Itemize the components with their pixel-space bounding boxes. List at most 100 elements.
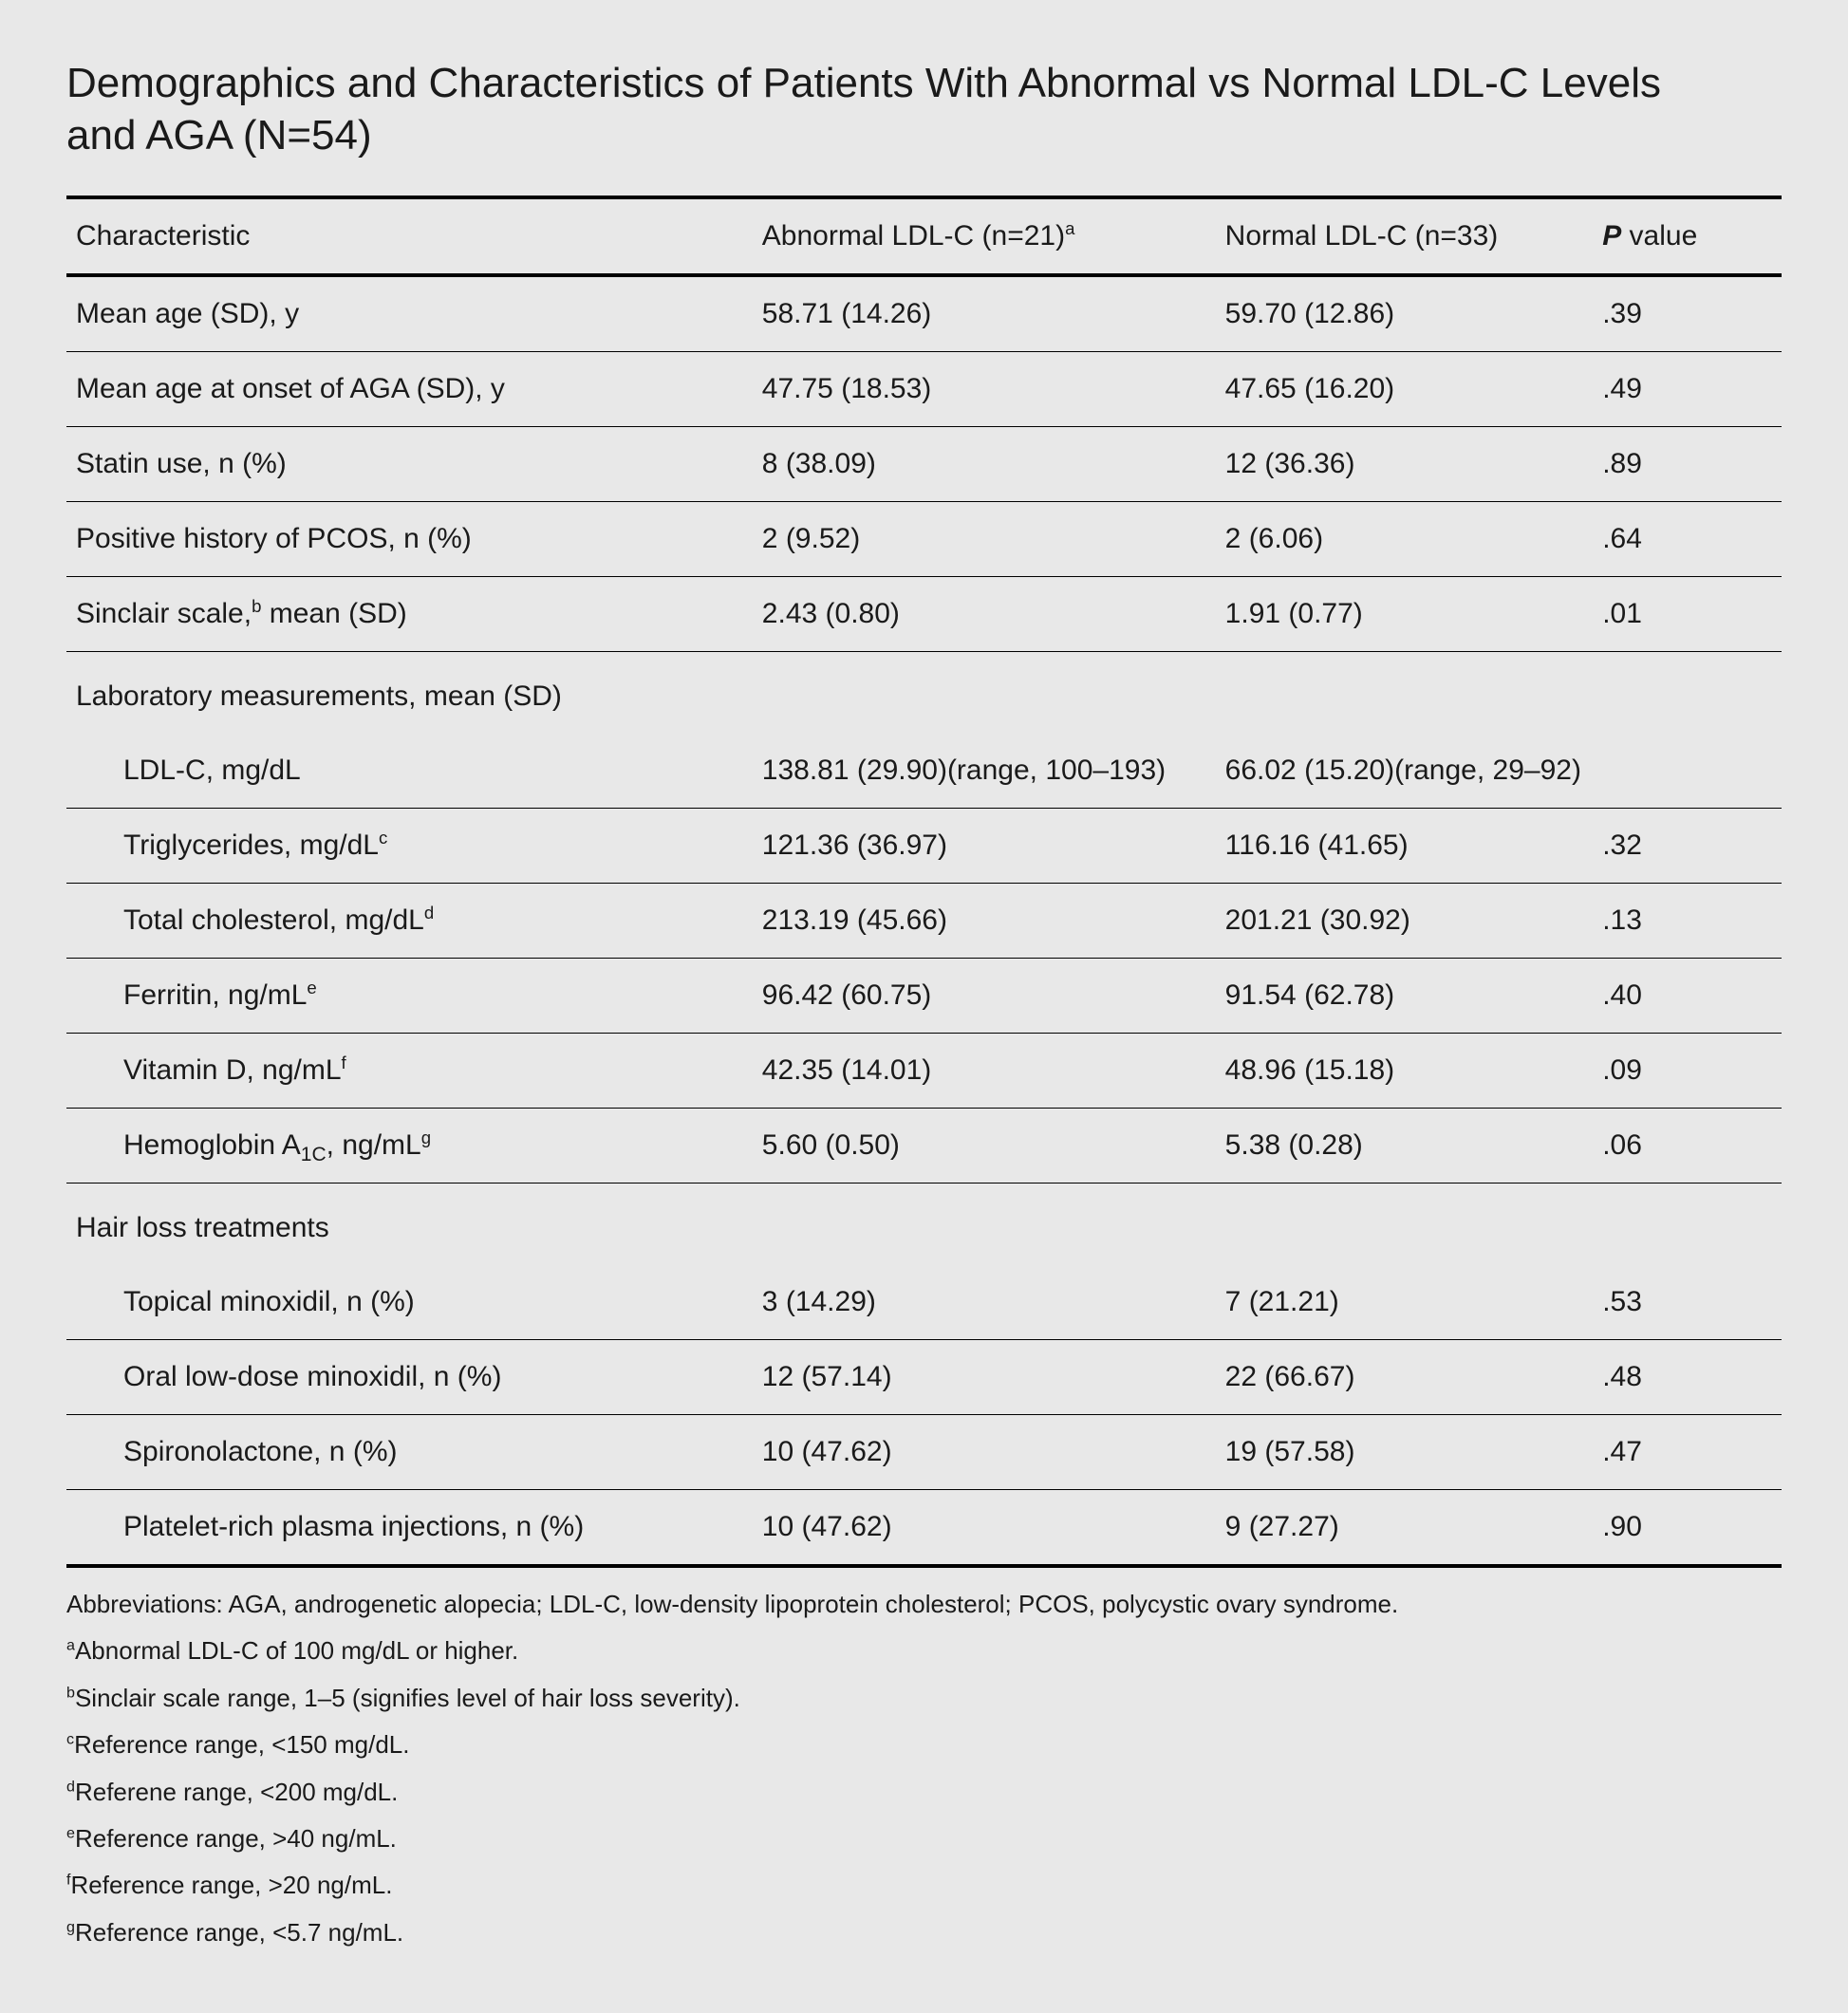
- cell-label: Platelet-rich plasma injections, n (%): [66, 1490, 753, 1567]
- footnote-sup: e: [66, 1824, 75, 1841]
- table-row: Mean age at onset of AGA (SD), y 47.75 (…: [66, 352, 1782, 427]
- cell-p: .48: [1593, 1340, 1782, 1415]
- table-row: Oral low-dose minoxidil, n (%) 12 (57.14…: [66, 1340, 1782, 1415]
- label-sup: e: [307, 978, 316, 997]
- footnote-sup: a: [66, 1637, 75, 1654]
- footnote-a: aAbnormal LDL-C of 100 mg/dL or higher.: [66, 1628, 1782, 1674]
- footnote-sup: g: [66, 1918, 75, 1935]
- cell-label: Vitamin D, ng/mLf: [66, 1034, 753, 1109]
- col-abnormal: Abnormal LDL-C (n=21)a: [753, 197, 1216, 275]
- cell-p: .32: [1593, 809, 1782, 884]
- cell-abn: 138.81 (29.90)(range, 100–193): [753, 734, 1216, 809]
- footnote-text: Reference range, <150 mg/dL.: [74, 1730, 409, 1759]
- label-pre: Sinclair scale,: [76, 598, 252, 629]
- footnote-d: dReferene range, <200 mg/dL.: [66, 1769, 1782, 1816]
- cell-abn: 5.60 (0.50): [753, 1109, 1216, 1184]
- cell-norm: 116.16 (41.65): [1216, 809, 1594, 884]
- p-value-word: value: [1621, 220, 1697, 252]
- table-row: Vitamin D, ng/mLf 42.35 (14.01) 48.96 (1…: [66, 1034, 1782, 1109]
- table-row: Sinclair scale,b mean (SD) 2.43 (0.80) 1…: [66, 577, 1782, 652]
- cell-abn: 12 (57.14): [753, 1340, 1216, 1415]
- cell-label: Mean age (SD), y: [66, 275, 753, 352]
- cell-label: Statin use, n (%): [66, 427, 753, 502]
- cell-p: .01: [1593, 577, 1782, 652]
- col-abnormal-sup: a: [1065, 218, 1074, 238]
- cell-label: Ferritin, ng/mLe: [66, 959, 753, 1034]
- cell-p: .39: [1593, 275, 1782, 352]
- cell-abn: 2 (9.52): [753, 502, 1216, 577]
- cell-abn: 8 (38.09): [753, 427, 1216, 502]
- cell-norm: 9 (27.27): [1216, 1490, 1594, 1567]
- section-label: Laboratory measurements, mean (SD): [66, 652, 1782, 735]
- label-sup: f: [342, 1053, 346, 1072]
- cell-p: .40: [1593, 959, 1782, 1034]
- label-pre: Triglycerides, mg/dL: [123, 829, 379, 861]
- table-row: Platelet-rich plasma injections, n (%) 1…: [66, 1490, 1782, 1567]
- label-pre: Ferritin, ng/mL: [123, 979, 307, 1011]
- table-row: Spironolactone, n (%) 10 (47.62) 19 (57.…: [66, 1415, 1782, 1490]
- footnote-e: eReference range, >40 ng/mL.: [66, 1816, 1782, 1862]
- cell-norm: 2 (6.06): [1216, 502, 1594, 577]
- footnote-c: cReference range, <150 mg/dL.: [66, 1722, 1782, 1768]
- label-pre: Hemoglobin A: [123, 1129, 301, 1161]
- label-pre: Total cholesterol, mg/dL: [123, 904, 424, 936]
- cell-norm: 7 (21.21): [1216, 1265, 1594, 1340]
- table-row: Positive history of PCOS, n (%) 2 (9.52)…: [66, 502, 1782, 577]
- header-row: Characteristic Abnormal LDL-C (n=21)a No…: [66, 197, 1782, 275]
- cell-norm: 91.54 (62.78): [1216, 959, 1594, 1034]
- p-letter: P: [1602, 220, 1621, 252]
- table-row: Mean age (SD), y 58.71 (14.26) 59.70 (12…: [66, 275, 1782, 352]
- label-post: mean (SD): [261, 598, 406, 629]
- label-sup: b: [252, 596, 261, 616]
- label-pre: Vitamin D, ng/mL: [123, 1054, 342, 1086]
- table-row: Triglycerides, mg/dLc 121.36 (36.97) 116…: [66, 809, 1782, 884]
- cell-p: .49: [1593, 352, 1782, 427]
- footnote-text: Abnormal LDL-C of 100 mg/dL or higher.: [75, 1636, 518, 1665]
- cell-abn: 10 (47.62): [753, 1490, 1216, 1567]
- footnote-text: Reference range, <5.7 ng/mL.: [75, 1918, 403, 1947]
- col-normal: Normal LDL-C (n=33): [1216, 197, 1594, 275]
- cell-abn: 121.36 (36.97): [753, 809, 1216, 884]
- col-characteristic: Characteristic: [66, 197, 753, 275]
- footnote-text: Sinclair scale range, 1–5 (signifies lev…: [75, 1684, 740, 1712]
- footnote-b: bSinclair scale range, 1–5 (signifies le…: [66, 1675, 1782, 1722]
- cell-label: Oral low-dose minoxidil, n (%): [66, 1340, 753, 1415]
- cell-abn: 10 (47.62): [753, 1415, 1216, 1490]
- cell-label: LDL-C, mg/dL: [66, 734, 753, 809]
- cell-norm: 59.70 (12.86): [1216, 275, 1594, 352]
- cell-p: [1593, 734, 1782, 809]
- cell-p: .53: [1593, 1265, 1782, 1340]
- footnote-f: fReference range, >20 ng/mL.: [66, 1862, 1782, 1909]
- cell-label: Positive history of PCOS, n (%): [66, 502, 753, 577]
- cell-label: Topical minoxidil, n (%): [66, 1265, 753, 1340]
- cell-label: Sinclair scale,b mean (SD): [66, 577, 753, 652]
- label-sup: d: [424, 903, 434, 923]
- cell-norm: 48.96 (15.18): [1216, 1034, 1594, 1109]
- label-mid: , ng/mL: [327, 1129, 421, 1161]
- table-row: LDL-C, mg/dL 138.81 (29.90)(range, 100–1…: [66, 734, 1782, 809]
- label-sub: 1C: [301, 1144, 327, 1165]
- section-hairloss: Hair loss treatments: [66, 1184, 1782, 1266]
- col-abnormal-label: Abnormal LDL-C (n=21): [762, 220, 1065, 252]
- footnotes: Abbreviations: AGA, androgenetic alopeci…: [66, 1581, 1782, 1956]
- cell-p: .06: [1593, 1109, 1782, 1184]
- section-label: Hair loss treatments: [66, 1184, 1782, 1266]
- cell-abn: 96.42 (60.75): [753, 959, 1216, 1034]
- cell-norm: 47.65 (16.20): [1216, 352, 1594, 427]
- footnote-sup: d: [66, 1778, 75, 1795]
- cell-p: .90: [1593, 1490, 1782, 1567]
- footnote-text: Referene range, <200 mg/dL.: [75, 1778, 398, 1806]
- cell-abn: 42.35 (14.01): [753, 1034, 1216, 1109]
- cell-norm: 66.02 (15.20)(range, 29–92): [1216, 734, 1594, 809]
- cell-norm: 12 (36.36): [1216, 427, 1594, 502]
- section-lab: Laboratory measurements, mean (SD): [66, 652, 1782, 735]
- col-pvalue: P value: [1593, 197, 1782, 275]
- cell-p: .09: [1593, 1034, 1782, 1109]
- label-sup: c: [379, 828, 387, 848]
- table-row: Hemoglobin A1C, ng/mLg 5.60 (0.50) 5.38 …: [66, 1109, 1782, 1184]
- cell-label: Triglycerides, mg/dLc: [66, 809, 753, 884]
- cell-label: Hemoglobin A1C, ng/mLg: [66, 1109, 753, 1184]
- table-row: Statin use, n (%) 8 (38.09) 12 (36.36) .…: [66, 427, 1782, 502]
- table-title: Demographics and Characteristics of Pati…: [66, 57, 1680, 161]
- cell-p: .89: [1593, 427, 1782, 502]
